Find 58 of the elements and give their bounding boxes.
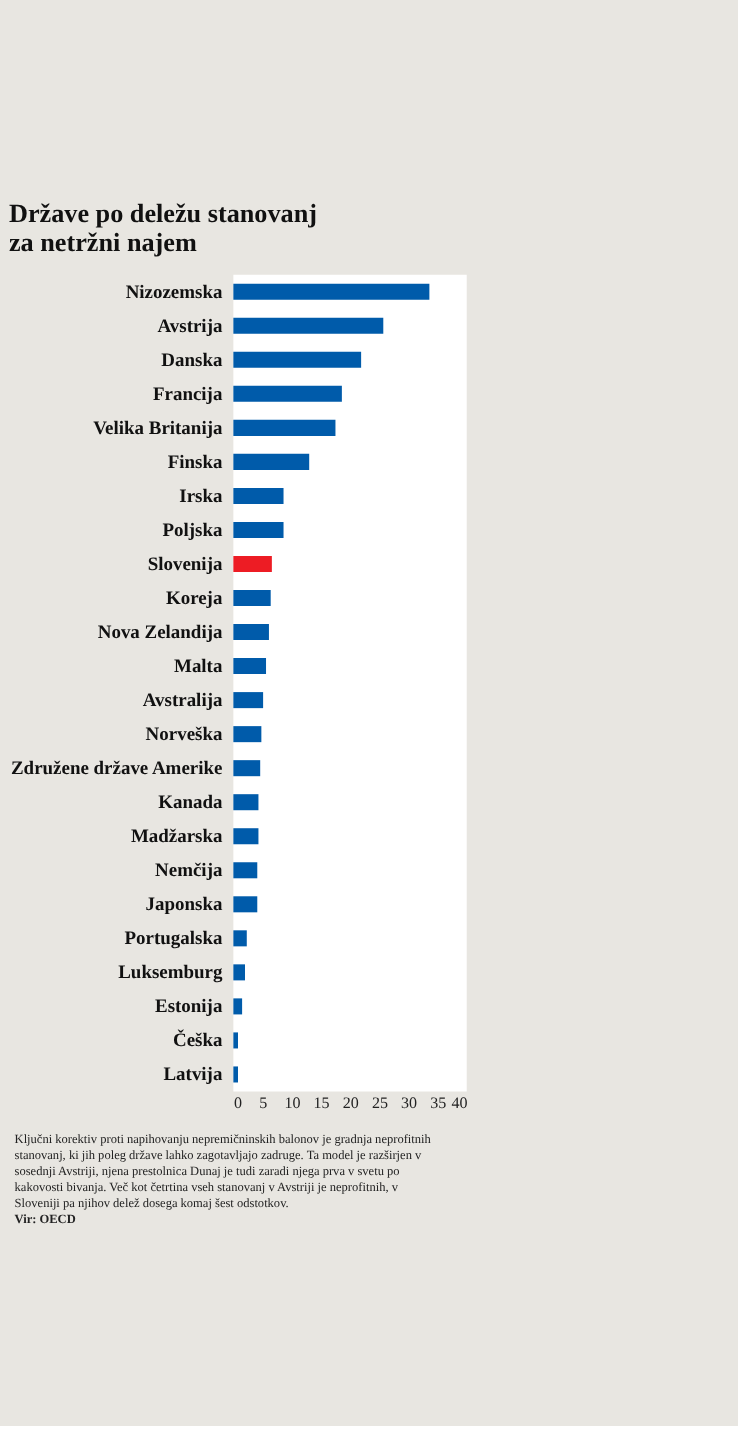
bar — [233, 453, 310, 470]
bar — [233, 930, 247, 947]
bar — [233, 658, 267, 675]
bar — [233, 692, 264, 709]
y-tick-label: Irska — [179, 487, 223, 508]
bar — [233, 998, 243, 1015]
y-tick-label: Nova Zelandija — [97, 623, 223, 644]
y-tick-label: Koreja — [165, 589, 223, 610]
y-tick-label: Luksemburg — [118, 964, 223, 985]
x-tick-label: 5 — [259, 1094, 268, 1113]
y-tick-label: Francija — [152, 385, 223, 406]
x-tick-label: 25 — [371, 1094, 388, 1113]
y-tick-label: Malta — [174, 657, 223, 678]
x-tick-label: 0 — [234, 1094, 243, 1113]
y-tick-label: Avstralija — [142, 691, 223, 712]
y-tick-label: Japonska — [145, 896, 223, 917]
x-tick-label: 35 — [430, 1094, 447, 1113]
y-tick-label: Velika Britanija — [93, 419, 223, 440]
bar — [233, 726, 262, 743]
bar — [233, 896, 258, 913]
x-tick-label: 40 — [451, 1094, 468, 1113]
bar — [233, 317, 384, 334]
bar — [233, 828, 259, 845]
y-tick-label: Latvija — [163, 1066, 223, 1087]
y-tick-label: Portugalska — [124, 930, 223, 951]
y-tick-label: Danska — [161, 351, 223, 372]
x-tick-label: 30 — [401, 1094, 418, 1113]
x-tick-label: 15 — [313, 1094, 330, 1113]
bar — [233, 351, 362, 368]
bar — [233, 419, 336, 436]
y-tick-label: Slovenija — [147, 555, 223, 576]
bar — [233, 283, 430, 300]
bar — [233, 487, 284, 504]
y-tick-label: Nizozemska — [125, 283, 223, 304]
y-tick-label: Norveška — [145, 725, 223, 746]
chart-title: Države po deležu stanovanj za netržni najem — [8, 198, 318, 258]
x-tick-label: 20 — [342, 1094, 359, 1113]
y-tick-label: Poljska — [162, 521, 223, 542]
bar — [233, 964, 246, 981]
bar — [233, 760, 261, 777]
bar — [233, 862, 258, 879]
bar — [233, 590, 271, 607]
bar — [233, 1032, 239, 1049]
y-tick-label: Češka — [172, 1028, 223, 1053]
x-tick-label: 10 — [284, 1094, 301, 1113]
bar — [233, 521, 284, 538]
y-tick-label: Kanada — [158, 794, 223, 815]
y-tick-label: Nemčija — [155, 862, 223, 883]
bar — [233, 1066, 239, 1083]
y-tick-label: Madžarska — [130, 828, 223, 849]
y-tick-label: Združene države Amerike — [10, 760, 223, 781]
bar — [233, 794, 259, 811]
bar — [233, 624, 269, 641]
bar — [233, 555, 272, 573]
bar — [233, 385, 342, 402]
y-tick-label: Avstrija — [157, 317, 223, 338]
y-tick-label: Estonija — [155, 998, 223, 1019]
y-tick-label: Finska — [167, 453, 223, 474]
